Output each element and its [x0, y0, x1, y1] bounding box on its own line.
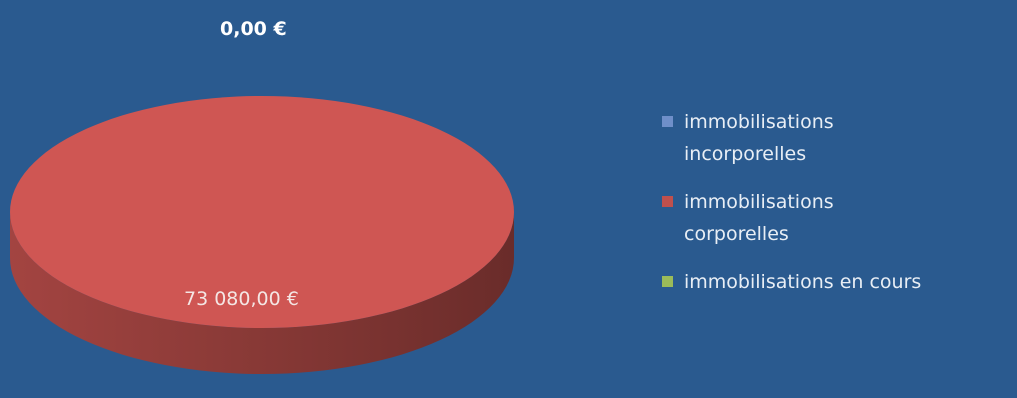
pie-slice-1	[10, 96, 514, 328]
legend-label: immobilisations corporelles	[684, 191, 834, 245]
legend-swatch-corporelles	[662, 196, 673, 207]
legend-swatch-en-cours	[662, 276, 673, 287]
legend-item-en-cours[interactable]: immobilisations en cours	[662, 266, 1012, 298]
legend-label: immobilisations en cours	[684, 271, 922, 293]
pie-slice-side-1	[10, 212, 514, 374]
legend-item-incorporelles[interactable]: immobilisations incorporelles	[662, 106, 1012, 170]
legend: immobilisations incorporelles immobilisa…	[662, 106, 1012, 298]
data-label-corporelles: 73 080,00 €	[184, 288, 299, 310]
data-label-incorporelles: 0,00 €	[220, 18, 287, 40]
legend-swatch-incorporelles	[662, 116, 673, 127]
legend-item-corporelles[interactable]: immobilisations corporelles	[662, 186, 1012, 250]
legend-label: immobilisations incorporelles	[684, 111, 834, 165]
